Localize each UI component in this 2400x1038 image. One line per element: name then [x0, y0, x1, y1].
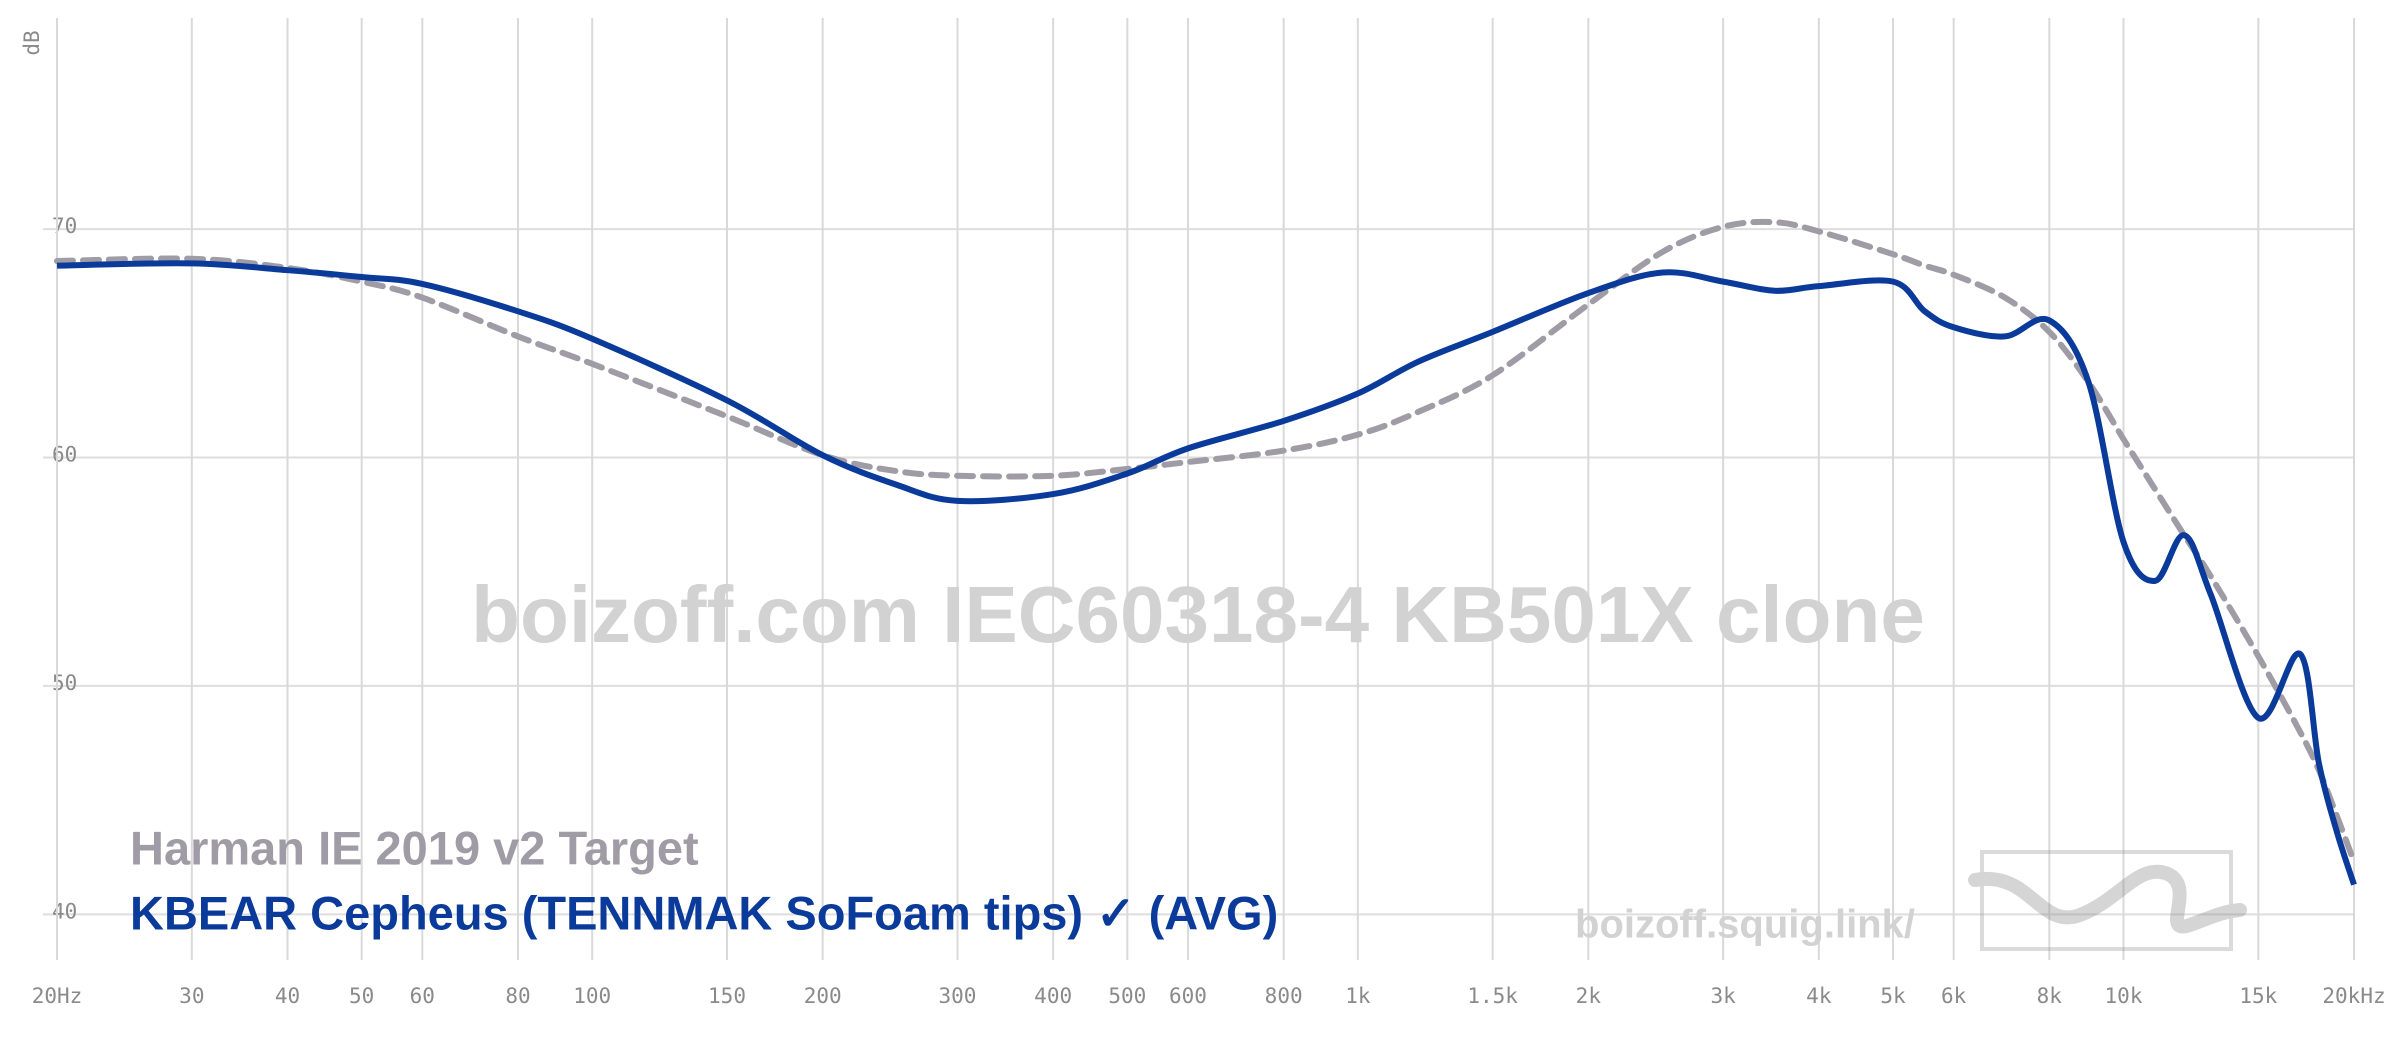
x-tick-label: 15k — [2239, 984, 2277, 1008]
x-tick-label: 8k — [2037, 984, 2063, 1008]
grid: 40 50 60 70 20Hz 30 40 50 60 80 100 150 200 300 400 500… — [32, 18, 2386, 1008]
logo-box — [1980, 850, 2233, 951]
x-tick-label: 400 — [1034, 984, 1072, 1008]
x-tick-label: 3k — [1711, 984, 1737, 1008]
curves — [54, 218, 2357, 886]
x-tick-label: 150 — [708, 984, 746, 1008]
watermark: boizoff.com IEC60318-4 KB501X clone — [471, 570, 1925, 659]
x-tick-label: 1k — [1345, 984, 1371, 1008]
x-tick-label: 80 — [505, 984, 530, 1008]
frequency-response-line — [54, 218, 2357, 865]
x-tick-label: 1.5k — [1467, 984, 1518, 1008]
legend-entry: KBEAR Cepheus (TENNMAK SoFoam tips) ✓ (A… — [130, 886, 1278, 939]
x-tick-label: 100 — [573, 984, 611, 1008]
legend-entry: Harman IE 2019 v2 Target — [130, 821, 699, 874]
logo-wave — [1968, 864, 2247, 934]
x-tick-label: 600 — [1169, 984, 1207, 1008]
site-watermark: boizoff.squig.link/ — [1575, 903, 1915, 947]
y-axis-label: dB — [20, 30, 44, 55]
y-tick-label: 70 — [52, 214, 77, 238]
x-tick-label: 200 — [804, 984, 842, 1008]
logo — [1968, 850, 2247, 951]
x-tick-label: 800 — [1265, 984, 1303, 1008]
x-tick-label: 500 — [1108, 984, 1146, 1008]
x-tick-label: 30 — [179, 984, 204, 1008]
y-tick-label: 60 — [52, 442, 77, 466]
x-tick-label: 20kHz — [2322, 984, 2385, 1008]
y-tick-label: 40 — [52, 899, 77, 923]
y-tick-label: 50 — [52, 671, 77, 695]
legend: Harman IE 2019 v2 Target KBEAR Cepheus (T… — [130, 821, 1278, 939]
x-tick-label: 2k — [1576, 984, 1602, 1008]
x-tick-label: 60 — [410, 984, 435, 1008]
x-tick-label: 300 — [939, 984, 977, 1008]
x-tick-label: 20Hz — [32, 984, 83, 1008]
x-tick-label: 6k — [1941, 984, 1967, 1008]
x-tick-label: 10k — [2105, 984, 2143, 1008]
x-tick-label: 50 — [349, 984, 374, 1008]
x-tick-label: 4k — [1806, 984, 1832, 1008]
x-tick-label: 5k — [1880, 984, 1906, 1008]
frequency-response-line — [56, 260, 2357, 886]
x-tick-label: 40 — [275, 984, 300, 1008]
